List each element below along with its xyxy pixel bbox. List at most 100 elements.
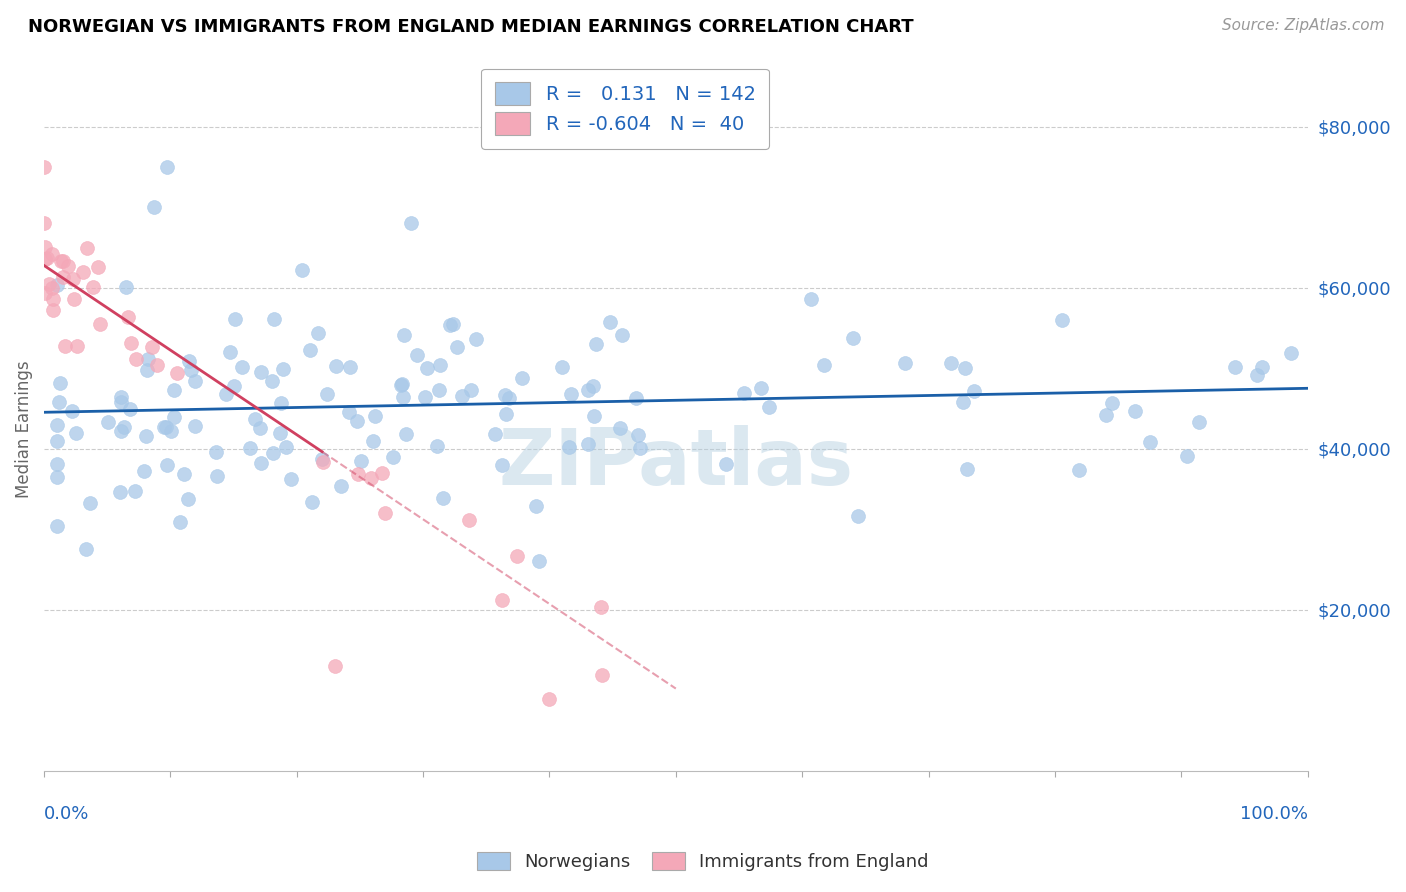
Point [495,407,517,421]
Point [1175,449,1198,463]
Point [589,599,612,614]
Point [49,376,72,390]
Point [112,420,135,434]
Point [315,386,337,401]
Y-axis label: Median Earnings: Median Earnings [15,359,32,498]
Point [34,216,56,230]
Point [1125,404,1147,418]
Point [576,384,599,398]
Point [222,379,245,393]
Point [274,441,297,455]
Point [249,364,271,378]
Point [364,409,387,423]
Point [491,458,513,472]
Point [441,318,464,332]
Point [117,310,139,324]
Point [239,441,262,455]
Point [37,251,59,265]
Point [585,337,607,351]
Point [963,384,986,398]
Point [180,362,202,376]
Point [205,445,228,459]
Point [464,332,486,346]
Point [391,377,413,392]
Point [58,259,80,273]
Point [132,464,155,478]
Point [751,381,773,395]
Point [953,360,976,375]
Point [610,327,633,342]
Legend: R =   0.131   N = 142, R = -0.604   N =  40: R = 0.131 N = 142, R = -0.604 N = 40 [481,69,769,148]
Point [583,409,606,424]
Point [311,452,333,467]
Point [1101,396,1123,410]
Point [524,499,547,513]
Point [558,440,581,454]
Point [34,240,56,254]
Point [347,467,370,481]
Point [169,515,191,529]
Point [361,434,384,449]
Point [218,345,240,359]
Point [45,519,67,533]
Point [120,335,142,350]
Point [45,457,67,471]
Point [758,400,780,414]
Point [280,472,302,486]
Point [329,479,352,493]
Point [451,389,474,403]
Point [62,272,84,286]
Point [262,446,284,460]
Point [65,425,87,440]
Point [42,303,65,318]
Point [166,366,188,380]
Point [124,484,146,499]
Point [75,541,97,556]
Point [1251,360,1274,375]
Point [429,384,451,398]
Point [79,496,101,510]
Point [163,384,186,398]
Point [249,421,271,435]
Point [66,339,89,353]
Point [1188,415,1211,429]
Point [494,388,516,402]
Point [1246,368,1268,382]
Point [527,554,550,568]
Point [627,428,650,442]
Point [381,450,404,464]
Point [76,241,98,255]
Point [1094,408,1116,422]
Point [135,429,157,443]
Text: NORWEGIAN VS IMMIGRANTS FROM ENGLAND MEDIAN EARNINGS CORRELATION CHART: NORWEGIAN VS IMMIGRANTS FROM ENGLAND MED… [28,18,914,36]
Point [373,506,395,520]
Point [1067,463,1090,477]
Point [551,359,574,374]
Point [624,392,647,406]
Point [733,386,755,401]
Point [307,326,329,340]
Point [125,351,148,366]
Point [952,395,974,409]
Point [136,362,159,376]
Point [155,420,177,434]
Point [97,415,120,429]
Point [179,353,201,368]
Point [395,427,418,442]
Point [491,593,513,607]
Point [956,462,979,476]
Point [813,358,835,372]
Point [484,427,506,442]
Point [45,470,67,484]
Point [51,254,73,268]
Point [173,467,195,481]
Point [628,442,651,456]
Point [250,456,273,470]
Point [337,404,360,418]
Point [243,411,266,425]
Point [350,453,373,467]
Point [425,439,447,453]
Point [1139,435,1161,450]
Point [339,360,361,375]
Point [45,434,67,448]
